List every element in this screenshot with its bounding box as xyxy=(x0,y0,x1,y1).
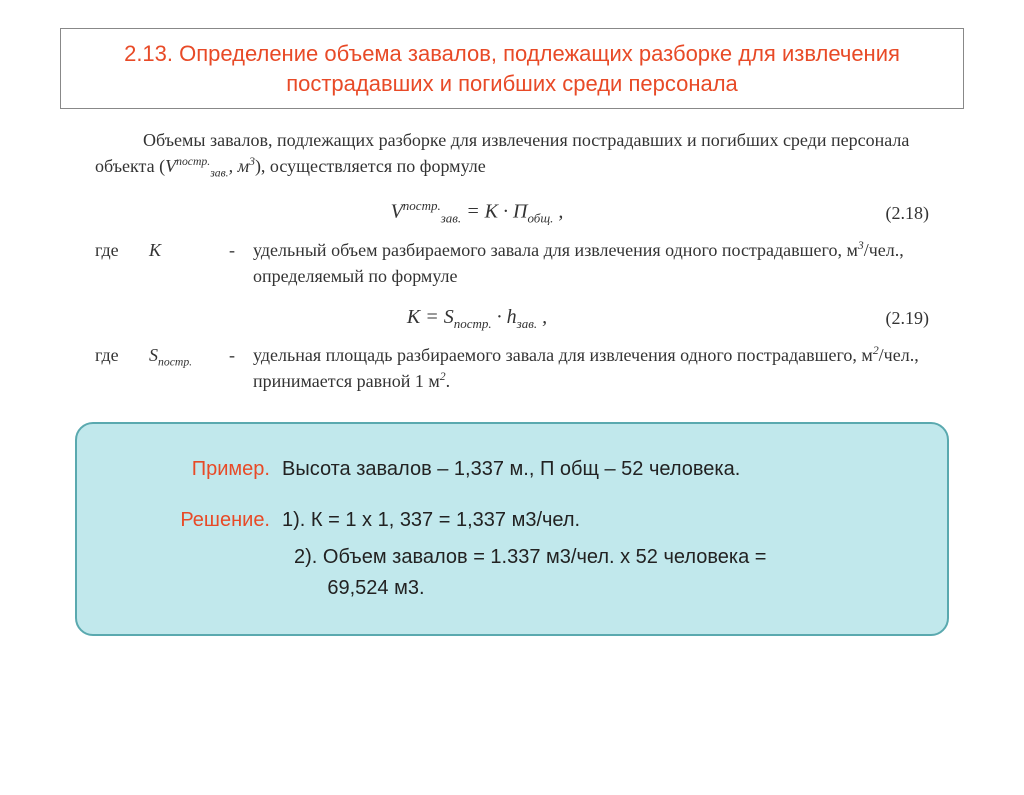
def1-symbol: K xyxy=(149,237,229,289)
example-box: Пример. Высота завалов – 1,337 м., П общ… xyxy=(75,422,949,636)
def2-symbol: Sпостр. xyxy=(149,342,229,394)
intro-symbol: Vпостр.зав., м3 xyxy=(165,156,255,176)
definition-1: где K - удельный объем разбираемого зава… xyxy=(95,237,929,289)
formula-1-expr: Vпостр.зав. = K · Побщ. , xyxy=(95,197,859,229)
section-title: 2.13. Определение объема завалов, подлеж… xyxy=(60,28,964,109)
example-label: Пример. xyxy=(172,454,282,485)
solution-label: Решение. xyxy=(172,505,282,536)
formula-1: Vпостр.зав. = K · Побщ. , (2.18) xyxy=(95,197,929,229)
solution-row-1: Решение. 1). К = 1 х 1, 337 = 1,337 м3/ч… xyxy=(172,505,887,536)
def2-text: удельная площадь разбираемого завала для… xyxy=(253,342,929,394)
content-body: Объемы завалов, подлежащих разборке для … xyxy=(95,127,929,393)
definition-2: где Sпостр. - удельная площадь разбираем… xyxy=(95,342,929,394)
formula-2-expr: K = Sпостр. · hзав. , xyxy=(95,303,859,334)
solution-line1: 1). К = 1 х 1, 337 = 1,337 м3/чел. xyxy=(282,505,887,536)
example-given-row: Пример. Высота завалов – 1,337 м., П общ… xyxy=(172,454,887,485)
solution-line2: 2). Объем завалов = 1.337 м3/чел. х 52 ч… xyxy=(172,542,887,573)
where-label-2: где xyxy=(95,342,149,394)
dash: - xyxy=(229,237,253,289)
solution-line3: 69,524 м3. xyxy=(172,573,887,604)
dash-2: - xyxy=(229,342,253,394)
formula-1-num: (2.18) xyxy=(859,200,929,226)
def1-text: удельный объем разбираемого завала для и… xyxy=(253,237,929,289)
example-given: Высота завалов – 1,337 м., П общ – 52 че… xyxy=(282,454,887,485)
formula-2: K = Sпостр. · hзав. , (2.19) xyxy=(95,303,929,334)
where-label: где xyxy=(95,237,149,289)
intro-paragraph: Объемы завалов, подлежащих разборке для … xyxy=(95,127,929,183)
intro-part2: ), осуществляется по формуле xyxy=(255,156,486,176)
formula-2-num: (2.19) xyxy=(859,305,929,331)
title-text: 2.13. Определение объема завалов, подлеж… xyxy=(124,41,900,96)
